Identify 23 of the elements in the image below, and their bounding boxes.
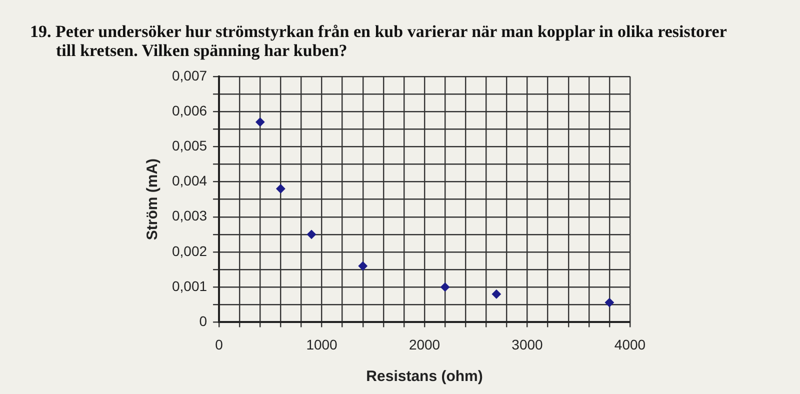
y-tick-label: 0,003	[172, 208, 208, 224]
x-tick-label: 4000	[614, 336, 646, 352]
y-tick-label: 0,007	[172, 67, 208, 84]
y-axis-title: Ström (mA)	[144, 158, 162, 240]
y-tick-label: 0	[199, 313, 208, 330]
point	[256, 118, 265, 127]
y-tick-label: 0,001	[172, 278, 208, 294]
x-tick-label: 1000	[306, 336, 338, 352]
point	[492, 290, 501, 299]
y-tick-label: 0,005	[172, 137, 208, 154]
point	[358, 262, 368, 271]
point	[307, 230, 316, 239]
x-tick-label: 2000	[408, 336, 440, 352]
point	[440, 282, 450, 292]
point	[276, 184, 286, 194]
chart-title: 19. Peter undersöker hur strömstyrkan från en kub varierar när man kopplar in olika resistorer till kretsen. Vilken spänning har kuben?	[30, 22, 728, 60]
y-tick-label: 0,004	[172, 172, 208, 189]
point	[604, 298, 614, 308]
x-axis-title: Resistans (ohm)	[366, 368, 483, 386]
y-tick-label: 0,002	[172, 242, 208, 259]
y-tick-label: 0,006	[172, 102, 208, 118]
x-tick-label: 0	[215, 336, 224, 352]
x-tick-label: 3000	[512, 336, 544, 352]
